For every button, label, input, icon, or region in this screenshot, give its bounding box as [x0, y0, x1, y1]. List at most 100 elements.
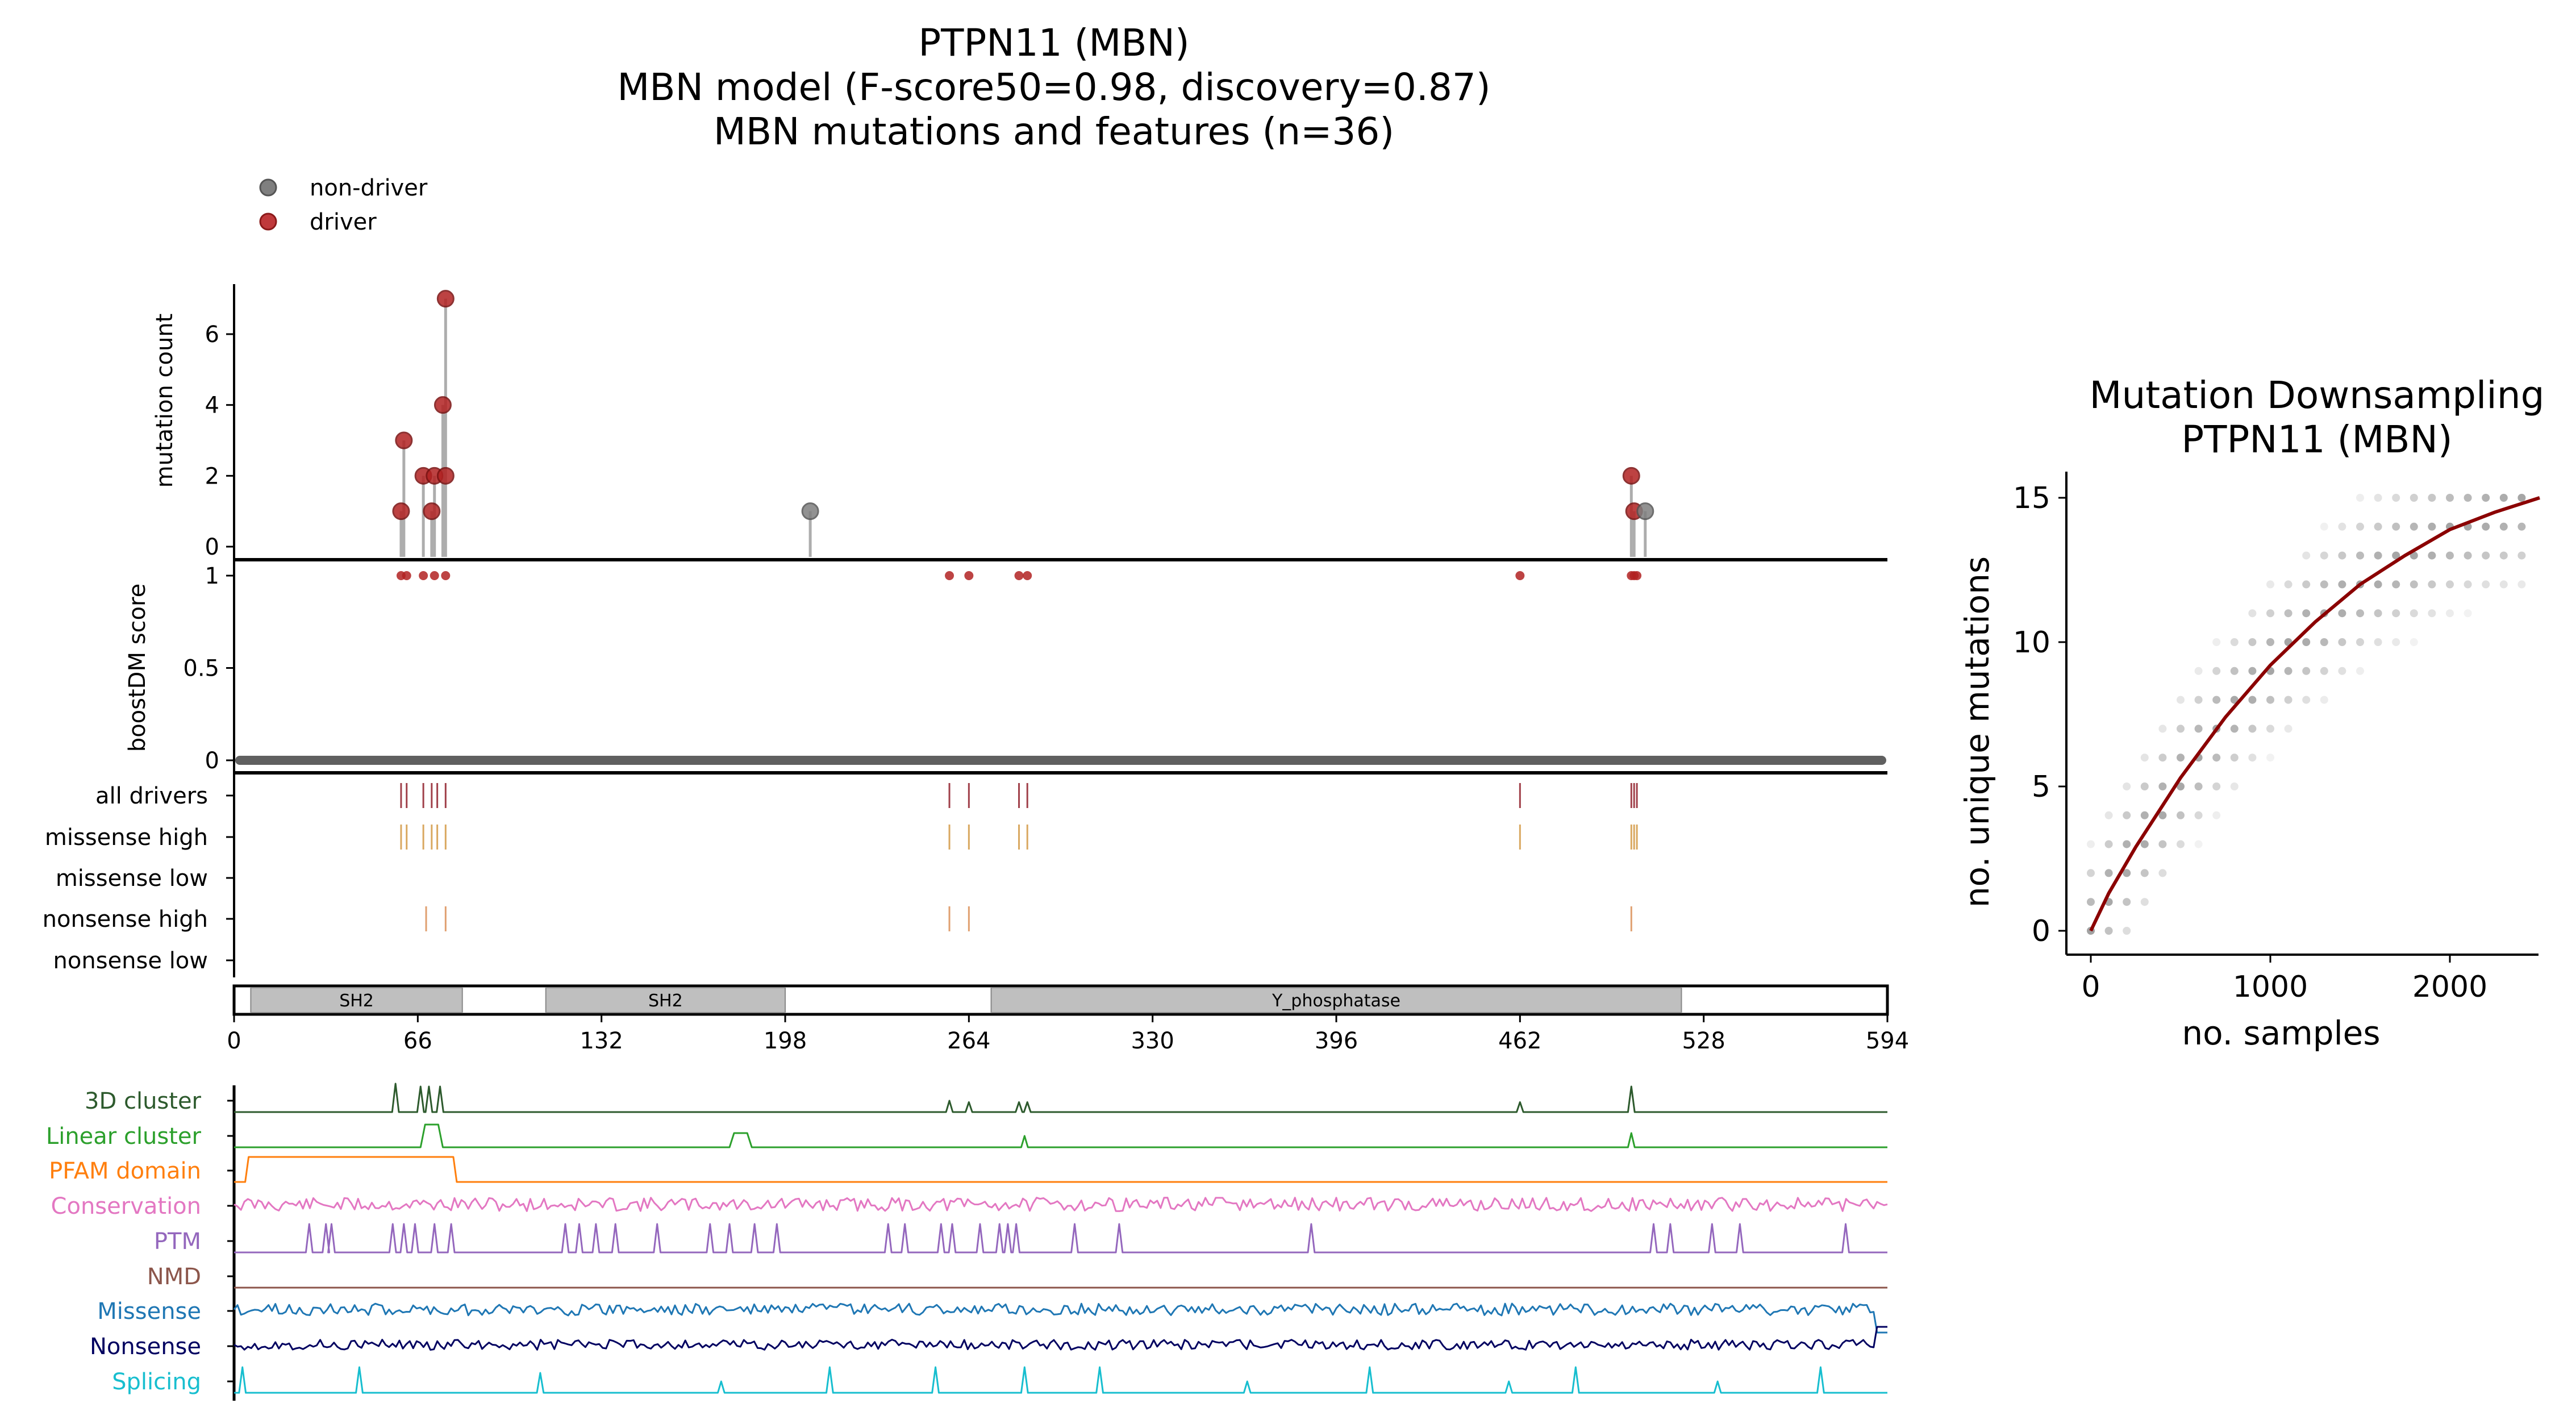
- position-tick-label: 594: [1866, 1028, 1909, 1054]
- downsampling-dot: [2104, 811, 2113, 819]
- downsampling-dot: [2428, 494, 2436, 502]
- position-tick-label: 0: [227, 1028, 241, 1054]
- boostdm-driver-point: [1632, 571, 1642, 580]
- boostdm-driver-point: [1023, 571, 1032, 580]
- downsampling-dot: [2499, 522, 2508, 531]
- downsampling-dot: [2140, 869, 2149, 877]
- downsampling-dot: [2177, 725, 2185, 733]
- downsampling-dot: [2158, 753, 2167, 762]
- downsampling-dot: [2212, 638, 2221, 646]
- downsampling-dot: [2338, 638, 2346, 646]
- feature-label: Missense: [97, 1298, 201, 1325]
- boostdm-driver-point: [1515, 571, 1525, 580]
- downsampling-dot: [2517, 580, 2526, 589]
- downsampling-dot: [2248, 638, 2257, 646]
- downsampling-dot: [2248, 667, 2257, 675]
- downsampling-dot: [2284, 580, 2292, 589]
- downsampling-dot: [2248, 725, 2257, 733]
- downsampling-dot: [2087, 840, 2095, 848]
- feature-line: [234, 1123, 1887, 1148]
- downsampling-dot: [2517, 494, 2526, 502]
- downsampling-dot: [2499, 494, 2508, 502]
- downsampling-dot: [2482, 494, 2490, 502]
- downsampling-dot: [2230, 782, 2239, 790]
- downsampling-dot: [2123, 898, 2131, 906]
- downsampling-dot: [2446, 551, 2454, 560]
- downsampling-dot: [2140, 811, 2149, 819]
- downsampling-dot: [2410, 551, 2418, 560]
- legend-marker-driver: [259, 213, 277, 231]
- downsampling-dot: [2338, 667, 2346, 675]
- downsampling-xtick-label: 0: [2081, 970, 2100, 1004]
- downsampling-dot: [2230, 753, 2239, 762]
- boostdm-driver-point: [964, 571, 974, 580]
- downsampling-dot: [2284, 667, 2292, 675]
- downsampling-ytick-label: 0: [2032, 914, 2050, 948]
- downsampling-dot: [2212, 753, 2221, 762]
- feature-label: NMD: [147, 1264, 201, 1290]
- downsampling-dot: [2320, 696, 2328, 704]
- legend: non-driver driver: [259, 175, 428, 235]
- downsampling-dot: [2410, 494, 2418, 502]
- downsampling-dot: [2177, 840, 2185, 848]
- feature-label: Linear cluster: [46, 1123, 202, 1150]
- driver-point: [436, 467, 455, 485]
- downsampling-dot: [2338, 551, 2346, 560]
- downsampling-dot: [2482, 522, 2490, 531]
- downsampling-dot: [2446, 580, 2454, 589]
- downsampling-dot: [2087, 898, 2095, 906]
- boostdm-driver-point: [430, 571, 439, 580]
- downsampling-dot: [2266, 753, 2274, 762]
- position-tick-label: 66: [403, 1028, 432, 1054]
- downsampling-dot: [2266, 696, 2274, 704]
- downsampling-dot: [2230, 725, 2239, 733]
- downsampling-dot: [2428, 609, 2436, 618]
- downsampling-dot: [2499, 551, 2508, 560]
- domain-box: [545, 987, 786, 1013]
- downsampling-dot: [2177, 782, 2185, 790]
- downsampling-dot: [2230, 667, 2239, 675]
- downsampling-dot: [2158, 811, 2167, 819]
- downsampling-dot: [2266, 638, 2274, 646]
- downsampling-dot: [2194, 782, 2203, 790]
- track-label: all drivers: [95, 783, 208, 809]
- downsampling-dot: [2374, 609, 2382, 618]
- legend-marker-non-driver: [259, 178, 277, 197]
- downsampling-dot: [2302, 696, 2311, 704]
- boostdm-ytick-label: 0: [205, 748, 219, 774]
- downsampling-dot: [2104, 840, 2113, 848]
- domain-label: SH2: [339, 991, 374, 1011]
- position-tick-label: 396: [1315, 1028, 1358, 1054]
- lollipop-ylabel: mutation count: [152, 314, 178, 488]
- downsampling-dot: [2392, 551, 2400, 560]
- downsampling-dot: [2392, 580, 2400, 589]
- lollipop-ytick-label: 6: [205, 322, 219, 348]
- boostdm-panel: 00.51: [183, 560, 1887, 775]
- downsampling-ytick-label: 15: [2013, 481, 2050, 515]
- position-tick-label: 198: [764, 1028, 807, 1054]
- chart-title: PTPN11 (MBN) MBN model (F-score50=0.98, …: [617, 21, 1490, 153]
- driver-point: [423, 502, 441, 521]
- downsampling-xlabel: no. samples: [2182, 1014, 2380, 1052]
- downsampling-dot: [2158, 725, 2167, 733]
- legend-label-non-driver: non-driver: [310, 175, 428, 201]
- downsampling-xtick-label: 2000: [2412, 970, 2487, 1004]
- downsampling-dot: [2248, 696, 2257, 704]
- driver-point: [392, 502, 410, 521]
- downsampling-dot: [2356, 609, 2364, 618]
- boostdm-driver-point: [1014, 571, 1024, 580]
- downsampling-xtick-label: 1000: [2233, 970, 2308, 1004]
- boostdm-ytick-label: 1: [205, 563, 219, 589]
- boostdm-driver-point: [441, 571, 451, 580]
- downsampling-dot: [2212, 667, 2221, 675]
- feature-line: [234, 1326, 1887, 1351]
- downsampling-dot: [2410, 609, 2418, 618]
- track-label: missense low: [56, 865, 208, 892]
- downsampling-dot: [2177, 753, 2185, 762]
- downsampling-dot: [2104, 869, 2113, 877]
- downsampling-dot: [2392, 494, 2400, 502]
- title-line-1: PTPN11 (MBN): [918, 21, 1189, 65]
- feature-line: [234, 1156, 1887, 1183]
- downsampling-dot: [2302, 580, 2311, 589]
